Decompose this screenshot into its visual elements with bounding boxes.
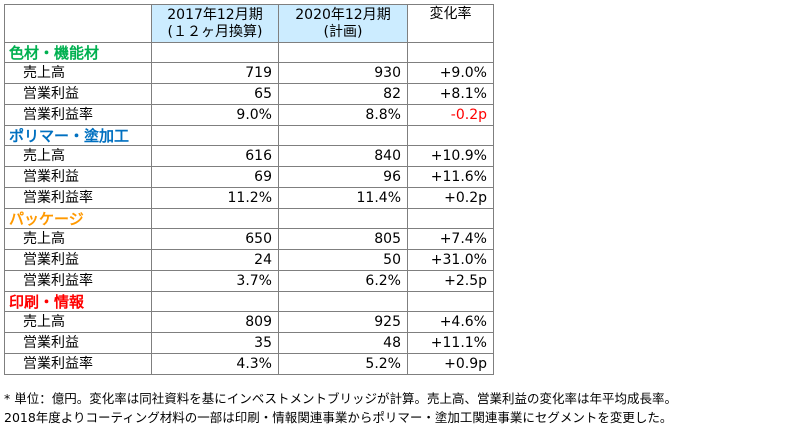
segment-name: ポリマー・塗加工 — [4, 125, 152, 146]
value-2017: 719 — [151, 62, 279, 84]
change-rate: +0.2p — [407, 187, 494, 209]
value-2020: 840 — [278, 145, 408, 167]
change-rate: +7.4% — [407, 228, 494, 250]
segment-name: 印刷・情報 — [4, 291, 152, 312]
table-row: 営業利益率 9.0% 8.8% -0.2p — [4, 104, 494, 126]
value-2017: 35 — [151, 332, 279, 354]
table-row: 営業利益 24 50 +31.0% — [4, 249, 494, 271]
value-2020: 50 — [278, 249, 408, 271]
empty-cell — [407, 125, 494, 146]
header-row: 2017年12月期 (１２ヶ月換算) 2020年12月期 (計画) 変化率 — [4, 4, 494, 43]
row-label: 営業利益 — [4, 166, 152, 188]
change-rate: +11.1% — [407, 332, 494, 354]
empty-cell — [151, 42, 279, 63]
value-2017: 24 — [151, 249, 279, 271]
row-label: 営業利益率 — [4, 353, 152, 375]
segment-name: 色材・機能材 — [4, 42, 152, 63]
change-rate: -0.2p — [407, 104, 494, 126]
empty-cell — [151, 208, 279, 229]
value-2017: 3.7% — [151, 270, 279, 292]
row-label: 売上高 — [4, 62, 152, 84]
change-rate: +10.9% — [407, 145, 494, 167]
change-rate: +0.9p — [407, 353, 494, 375]
value-2017: 69 — [151, 166, 279, 188]
row-label: 売上高 — [4, 311, 152, 333]
change-rate: +11.6% — [407, 166, 494, 188]
empty-cell — [151, 125, 279, 146]
change-rate: +4.6% — [407, 311, 494, 333]
header-change-rate: 変化率 — [407, 4, 494, 43]
table-body: 色材・機能材 売上高 719 930 +9.0% 営業利益 65 82 +8.1% 営業利益率 9.… — [4, 42, 494, 375]
segment-name: パッケージ — [4, 208, 152, 229]
row-label: 営業利益率 — [4, 187, 152, 209]
value-2020: 8.8% — [278, 104, 408, 126]
empty-cell — [278, 291, 408, 312]
value-2017: 9.0% — [151, 104, 279, 126]
change-rate: +9.0% — [407, 62, 494, 84]
empty-cell — [407, 291, 494, 312]
value-2017: 616 — [151, 145, 279, 167]
empty-cell — [278, 208, 408, 229]
change-rate: +2.5p — [407, 270, 494, 292]
row-label: 売上高 — [4, 145, 152, 167]
header-fy2020: 2020年12月期 (計画) — [278, 4, 408, 43]
value-2017: 809 — [151, 311, 279, 333]
row-label: 営業利益率 — [4, 104, 152, 126]
value-2020: 925 — [278, 311, 408, 333]
value-2020: 48 — [278, 332, 408, 354]
empty-cell — [407, 208, 494, 229]
value-2020: 5.2% — [278, 353, 408, 375]
header-blank-cell — [4, 4, 152, 43]
empty-cell — [151, 291, 279, 312]
footnote-line-2: 2018年度よりコーティング材料の一部は印刷・情報関連事業からポリマー・塗加工関… — [4, 410, 673, 425]
footnotes: * 単位：億円。変化率は同社資料を基にインベストメントブリッジが計算。売上高、営… — [4, 389, 794, 427]
table-row: 営業利益率 11.2% 11.4% +0.2p — [4, 187, 494, 209]
row-label: 営業利益率 — [4, 270, 152, 292]
table-row: 売上高 719 930 +9.0% — [4, 62, 494, 84]
change-rate: +8.1% — [407, 83, 494, 105]
header-fy2017: 2017年12月期 (１２ヶ月換算) — [151, 4, 279, 43]
empty-cell — [278, 42, 408, 63]
value-2017: 650 — [151, 228, 279, 250]
segment-plan-table: 2017年12月期 (１２ヶ月換算) 2020年12月期 (計画) 変化率 色材… — [4, 4, 494, 375]
table-row: 営業利益率 3.7% 6.2% +2.5p — [4, 270, 494, 292]
row-label: 営業利益 — [4, 249, 152, 271]
value-2017: 65 — [151, 83, 279, 105]
segment-header-row: パッケージ — [4, 208, 494, 229]
change-rate: +31.0% — [407, 249, 494, 271]
value-2020: 11.4% — [278, 187, 408, 209]
empty-cell — [407, 42, 494, 63]
value-2020: 930 — [278, 62, 408, 84]
value-2017: 11.2% — [151, 187, 279, 209]
row-label: 売上高 — [4, 228, 152, 250]
value-2017: 4.3% — [151, 353, 279, 375]
value-2020: 82 — [278, 83, 408, 105]
table-row: 売上高 616 840 +10.9% — [4, 145, 494, 167]
row-label: 営業利益 — [4, 332, 152, 354]
table-row: 売上高 809 925 +4.6% — [4, 311, 494, 333]
table-row: 営業利益 69 96 +11.6% — [4, 166, 494, 188]
table-row: 営業利益 65 82 +8.1% — [4, 83, 494, 105]
segment-header-row: ポリマー・塗加工 — [4, 125, 494, 146]
empty-cell — [278, 125, 408, 146]
footnote-line-1: * 単位：億円。変化率は同社資料を基にインベストメントブリッジが計算。売上高、営… — [4, 391, 677, 406]
table-row: 営業利益率 4.3% 5.2% +0.9p — [4, 353, 494, 375]
segment-header-row: 印刷・情報 — [4, 291, 494, 312]
row-label: 営業利益 — [4, 83, 152, 105]
value-2020: 96 — [278, 166, 408, 188]
segment-header-row: 色材・機能材 — [4, 42, 494, 63]
table-row: 売上高 650 805 +7.4% — [4, 228, 494, 250]
table-row: 営業利益 35 48 +11.1% — [4, 332, 494, 354]
value-2020: 805 — [278, 228, 408, 250]
value-2020: 6.2% — [278, 270, 408, 292]
